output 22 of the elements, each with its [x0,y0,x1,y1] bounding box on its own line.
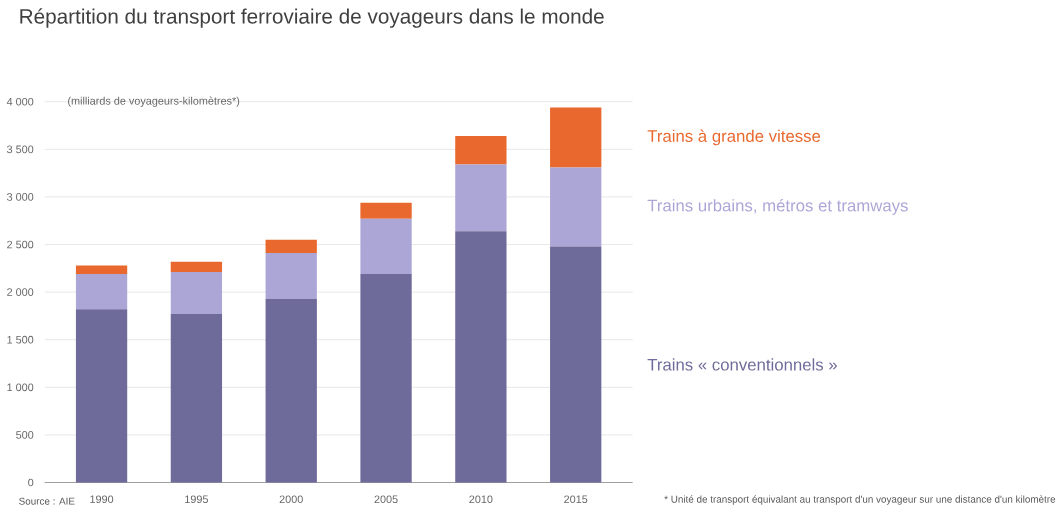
bar [75,273,128,309]
bar [550,166,602,246]
bar [75,308,128,483]
text: Trains à grande vitesse [647,129,821,145]
text: Trains « conventionnels » [647,357,837,371]
bar [455,135,507,165]
bar [75,264,128,274]
bar [455,230,507,483]
bar [265,298,317,483]
bar [550,106,602,167]
text: Trains urbains, métros et tramways [647,198,908,215]
bar [170,261,223,272]
bar [265,239,317,253]
bar [360,218,412,274]
bar [265,252,317,299]
bar [550,245,602,483]
bar [360,202,412,219]
chart-title: Répartition du transport ferroviaire de voyageurs dans le monde [20,7,604,28]
bar [170,271,223,314]
bar [170,313,223,483]
bar [455,164,507,231]
bar [360,273,412,483]
